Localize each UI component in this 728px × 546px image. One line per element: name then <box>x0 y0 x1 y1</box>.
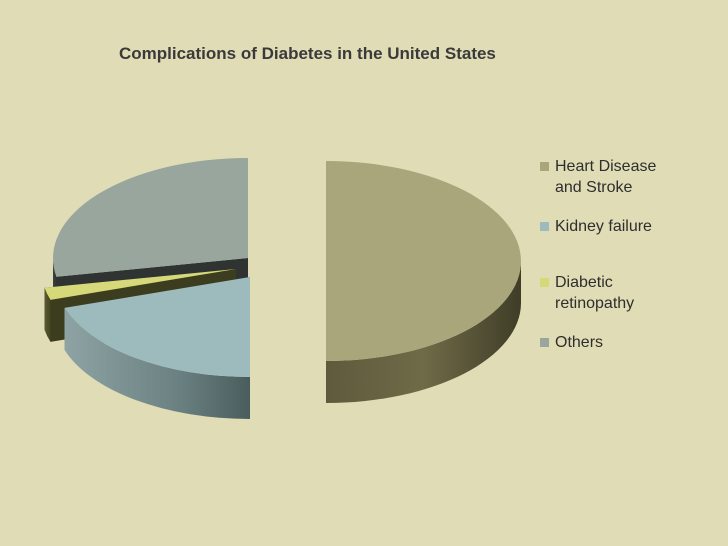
legend-item-retinopathy: Diabetic retinopathy <box>540 272 720 314</box>
pie-slice-heart <box>326 161 521 403</box>
legend-swatch-heart <box>540 162 549 171</box>
legend-item-heart: Heart Disease and Stroke <box>540 156 720 198</box>
legend-label-retinopathy: Diabetic retinopathy <box>555 274 635 312</box>
legend-label-heart: Heart Disease and Stroke <box>555 158 657 196</box>
pie-slice-heart-top <box>326 161 521 361</box>
pie-slice-retinopathy-top <box>44 269 236 300</box>
pie-slice-kidney-top <box>64 277 250 377</box>
chart-title: Complications of Diabetes in the United … <box>119 44 496 63</box>
pie-slice-heart-side-1 <box>326 261 521 403</box>
pie-slice-others-top <box>53 158 248 277</box>
legend-swatch-others <box>540 338 549 347</box>
pie-slice-kidney <box>64 277 250 419</box>
legend-item-kidney: Kidney failure <box>540 216 720 237</box>
pie-slice-retinopathy-side-1 <box>44 287 51 342</box>
chart-legend: Heart Disease and Stroke Kidney failure Di… <box>540 156 720 353</box>
legend-swatch-kidney <box>540 222 549 231</box>
legend-label-kidney: Kidney failure <box>555 218 652 235</box>
legend-label-others: Others <box>555 334 604 351</box>
legend-item-others: Others <box>540 332 720 353</box>
legend-swatch-retinopathy <box>540 278 549 287</box>
pie-slice-kidney-side-1 <box>64 307 250 419</box>
